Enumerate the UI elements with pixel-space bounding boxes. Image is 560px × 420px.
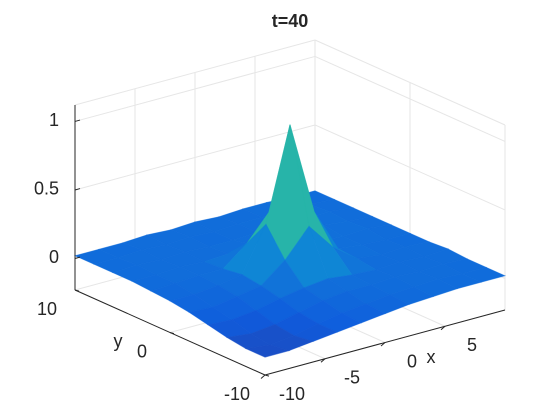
y-tick	[169, 332, 175, 335]
x-tick-label: 5	[467, 335, 477, 355]
z-tick-label: 1	[49, 110, 59, 130]
surface-patch	[244, 344, 291, 358]
x-tick-label: -5	[344, 368, 360, 388]
grid-line	[74, 124, 316, 191]
z-tick	[74, 188, 81, 191]
x-tick	[380, 342, 386, 347]
y-tick-label: -10	[224, 384, 250, 404]
grid-line	[314, 124, 506, 211]
z-tick	[74, 119, 81, 122]
grid-line	[314, 55, 506, 142]
x-tick	[320, 358, 326, 363]
y-tick-label: 10	[37, 299, 57, 319]
z-tick-label: 0.5	[34, 179, 59, 199]
chart-title: t=40	[272, 11, 309, 31]
z-tick-label: 0	[49, 247, 59, 267]
x-tick	[440, 325, 446, 331]
box-edge	[314, 39, 506, 126]
y-axis-label: y	[114, 331, 123, 351]
box-edge	[74, 39, 316, 106]
y-tick-label: 0	[137, 341, 147, 361]
x-tick-label: -10	[279, 384, 305, 404]
x-axis-label: x	[427, 347, 436, 367]
z-tick	[74, 256, 81, 259]
x-tick-label: 0	[407, 351, 417, 371]
y-tick	[264, 374, 270, 377]
x-tick	[260, 374, 266, 379]
grid-line	[74, 55, 316, 122]
y-tick	[74, 289, 80, 292]
